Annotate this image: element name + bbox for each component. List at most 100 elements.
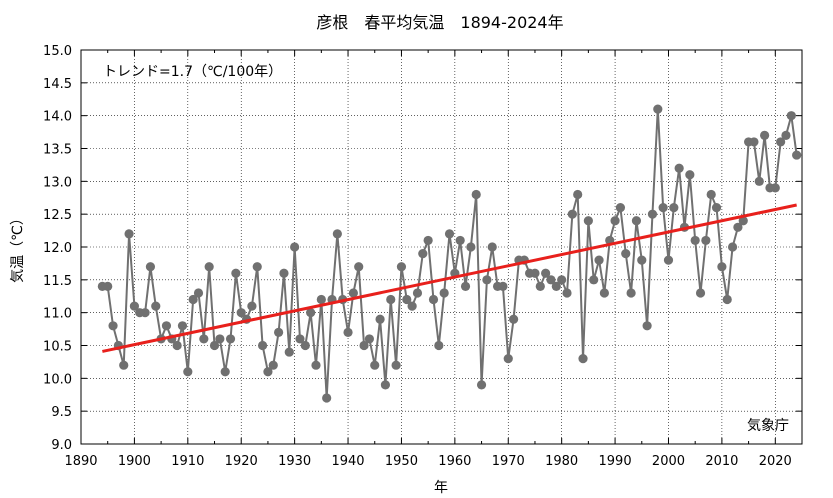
data-point [637,255,647,265]
data-point [444,229,455,239]
data-point [343,327,353,337]
data-point [498,281,508,291]
x-tick-label: 1940 [331,454,364,469]
data-point [786,111,796,121]
data-point [727,242,738,252]
temperature-line [102,108,798,400]
data-point [193,288,204,298]
data-point [711,203,722,213]
data-point [268,360,278,370]
data-point [685,170,695,180]
data-point [754,176,764,186]
data-point [594,255,604,265]
data-point [589,275,599,285]
data-point [380,380,391,390]
data-point [674,163,684,173]
trend-annotation: トレンド=1.7（℃/100年） [103,64,282,80]
y-tick-label: 13.0 [43,175,72,190]
data-point [108,321,118,331]
data-point [642,321,652,331]
data-point [567,209,577,219]
data-point [257,340,268,351]
data-point [466,242,476,252]
data-point [161,321,172,331]
data-point [215,334,225,344]
chart-title: 彦根 春平均気温 1894-2024年 [316,13,563,32]
data-point [663,255,674,265]
x-tick-label: 1890 [64,454,97,469]
data-point [279,268,289,278]
data-point [551,281,561,291]
data-point [220,367,230,377]
data-point [172,340,182,351]
data-point [407,301,417,311]
y-tick-label: 10.0 [43,372,72,387]
x-tick-label: 1990 [599,454,632,469]
y-tick-label: 12.0 [43,241,72,256]
data-point [770,183,780,193]
data-point [471,189,481,200]
data-point [508,314,519,324]
data-point [578,354,588,364]
data-point [781,130,791,140]
x-axis: 1890 1900 1910 1920 1930 1940 1950 1960 1970 1980… [64,50,792,469]
data-point [284,347,294,357]
data-point [412,288,423,298]
data-point [658,203,668,213]
data-point [364,334,374,344]
data-point [177,321,188,331]
x-tick-label: 2020 [759,454,792,469]
data-point [204,262,214,272]
data-point [482,275,492,285]
x-tick-label: 1900 [118,454,151,469]
data-point [546,275,556,285]
data-point [316,294,326,305]
data-point [386,294,396,305]
data-point [535,281,545,291]
data-point [263,367,273,377]
data-point [354,262,364,272]
data-point [631,216,642,226]
source-label: 気象庁 [747,418,789,434]
x-tick-label: 1970 [492,454,525,469]
x-tick-label: 1910 [171,454,204,469]
data-point [647,209,658,219]
data-point [209,340,220,351]
data-point [140,308,150,318]
data-point [183,367,193,377]
x-tick-label: 2000 [652,454,685,469]
data-point [231,268,241,278]
y-tick-label: 9.5 [51,405,72,420]
data-point [669,203,679,213]
data-point [573,189,583,200]
data-point [236,308,246,318]
x-tick-label: 1920 [225,454,258,469]
data-point [476,380,487,390]
data-point [252,262,262,272]
y-tick-label: 11.0 [43,307,72,322]
data-point [503,354,513,364]
x-tick-label: 2010 [705,454,738,469]
data-point [311,360,321,370]
data-point [290,242,300,252]
data-point [599,288,609,298]
data-point [690,235,700,246]
data-point [359,340,369,351]
data-point [188,294,198,305]
data-point [749,137,759,147]
data-point [300,340,310,351]
data-point [610,216,620,226]
data-point [530,268,540,278]
trend-series [102,203,797,353]
data-point [418,248,428,259]
data-point [722,294,732,305]
data-point [396,262,407,272]
data-point [733,222,743,232]
data-point [621,248,631,259]
y-tick-label: 9.0 [51,438,72,453]
data-point [695,288,706,298]
data-point [423,235,433,246]
data-point [332,229,342,239]
y-tick-label: 11.5 [43,274,72,289]
